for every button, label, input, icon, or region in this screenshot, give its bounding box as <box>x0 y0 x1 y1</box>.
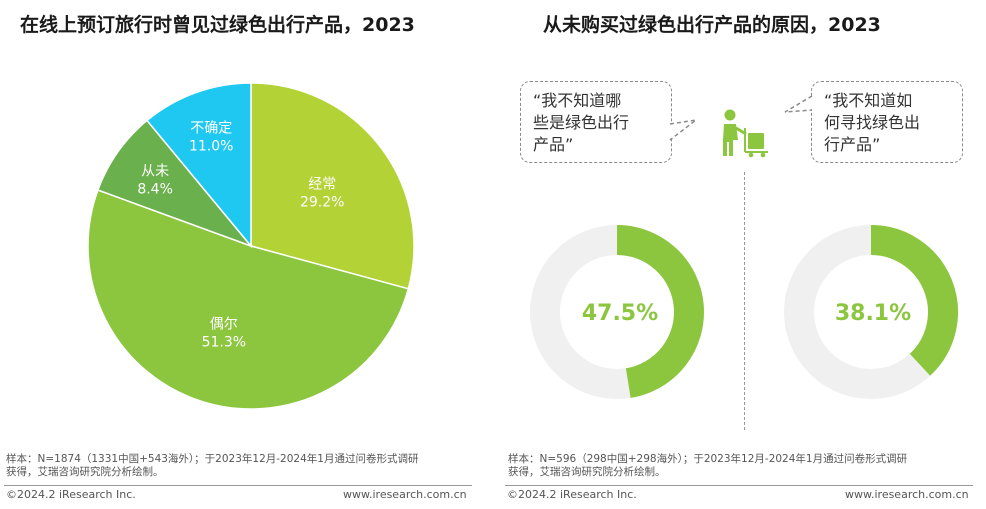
quote-bubble-1: “我不知道哪 些是绿色出行 产品” <box>520 81 672 163</box>
donut-value-arc <box>616 225 704 398</box>
pie-slice-1 <box>250 82 415 290</box>
pie-slice-4 <box>145 82 252 249</box>
left-chart-title: 在线上预订旅行时曾见过绿色出行产品，2023 <box>20 14 415 36</box>
vertical-divider <box>744 172 745 430</box>
donut-value-arc <box>870 225 958 376</box>
right-chart-title: 从未购买过绿色出行产品的原因，2023 <box>543 14 881 36</box>
pie-labels: 经常 29.2% 偶尔 51.3% 从未 8.4% 不确定 11.0% <box>137 121 344 351</box>
quote-line: 产品” <box>533 135 574 154</box>
pie-slice-value: 8.4% <box>137 181 173 197</box>
donut-chart-1 <box>530 225 704 399</box>
donut-2-value: 38.1% <box>834 301 912 326</box>
pie-slice-value: 51.3% <box>202 334 246 350</box>
person-cart-icon <box>723 109 768 158</box>
quote-line: “我不知道如 <box>824 91 913 110</box>
right-sample-note: 样本：N=596（298中国+298海外）；于2023年12月-2024年1月通… <box>508 453 908 478</box>
left-footer-rule <box>4 485 472 486</box>
pie-slice-value: 29.2% <box>300 195 344 211</box>
left-copyright: ©2024.2 iResearch Inc. <box>6 488 136 501</box>
quote-line: 何寻找绿色出 <box>824 113 921 132</box>
pie-slice-name: 从未 <box>141 163 169 179</box>
quote-bubble-2: “我不知道如 何寻找绿色出 行产品” <box>811 81 963 163</box>
quote-line: 些是绿色出行 <box>533 113 630 132</box>
pie-slice-name: 经常 <box>308 177 336 193</box>
quote-line: “我不知道哪 <box>533 91 622 110</box>
donut-chart-2 <box>784 225 958 399</box>
right-footer-rule <box>505 485 973 486</box>
right-copyright: ©2024.2 iResearch Inc. <box>507 488 637 501</box>
left-sample-note: 样本：N=1874（1331中国+543海外）；于2023年12月-2024年1… <box>6 453 419 478</box>
donut-1-value: 47.5% <box>581 301 659 326</box>
right-website: www.iresearch.com.cn <box>845 488 969 501</box>
bubble-tail-1 <box>669 119 697 141</box>
bubble-tail-2 <box>784 95 813 113</box>
left-website: www.iresearch.com.cn <box>343 488 467 501</box>
pie-chart <box>87 82 415 410</box>
pie-slice-name: 不确定 <box>190 121 232 137</box>
quote-line: 行产品” <box>824 135 881 154</box>
pie-slice-3 <box>96 119 254 248</box>
pie-slice-2 <box>87 189 410 410</box>
pie-slice-value: 11.0% <box>189 139 233 155</box>
pie-slice-name: 偶尔 <box>210 316 238 332</box>
